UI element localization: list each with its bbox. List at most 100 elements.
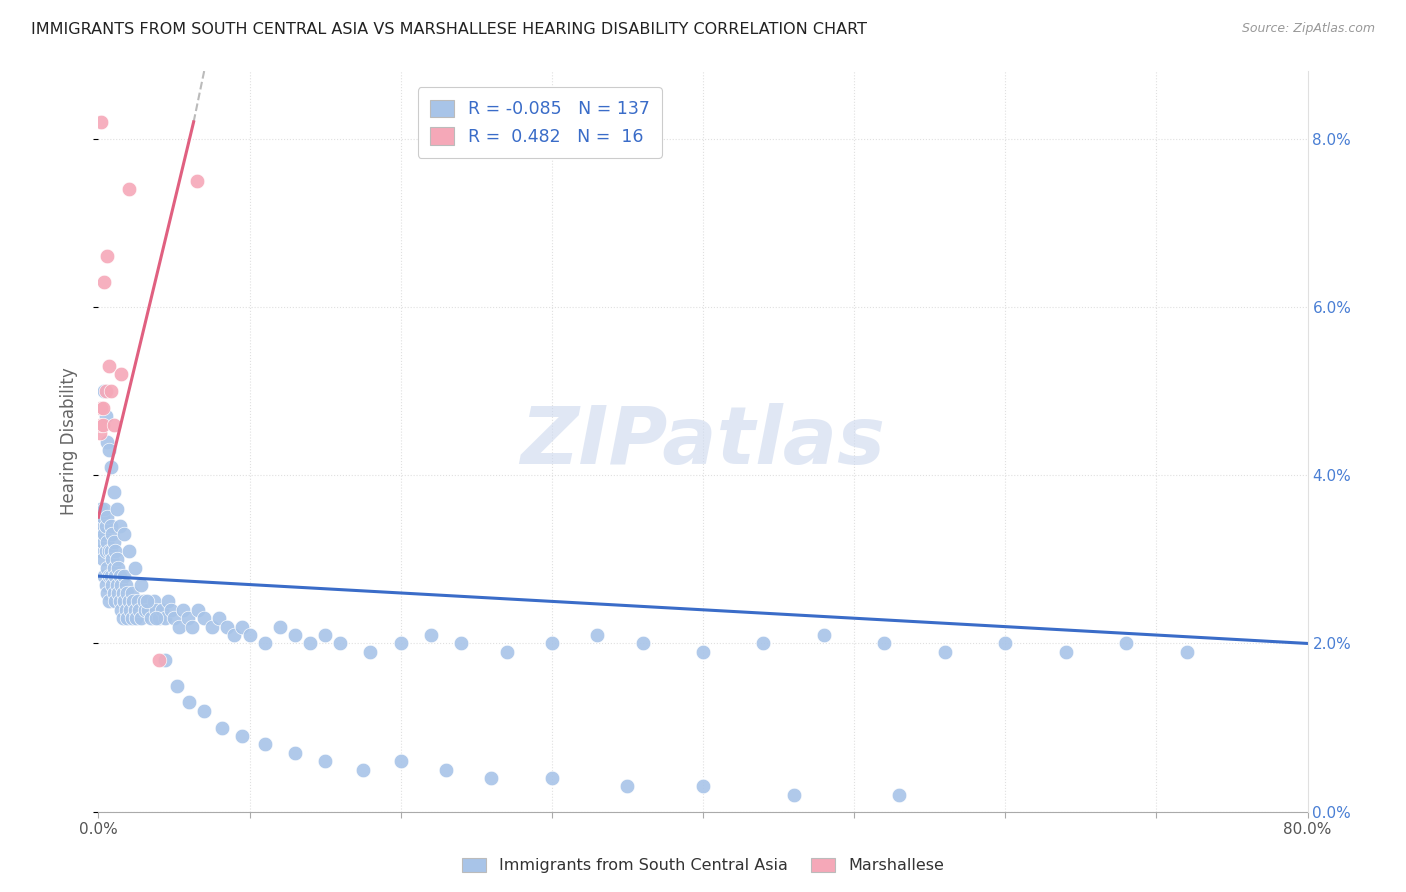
Point xyxy=(208,611,231,625)
Point xyxy=(98,359,121,373)
Point xyxy=(153,611,176,625)
Point xyxy=(389,754,412,768)
Point xyxy=(98,544,121,558)
Point xyxy=(148,653,170,667)
Point xyxy=(215,619,238,633)
Point xyxy=(873,636,896,650)
Point xyxy=(752,636,775,650)
Point xyxy=(89,426,111,441)
Point xyxy=(120,603,142,617)
Point xyxy=(105,577,128,591)
Point xyxy=(110,603,132,617)
Point xyxy=(90,401,112,415)
Point xyxy=(94,409,117,424)
Point xyxy=(141,611,163,625)
Point xyxy=(98,594,121,608)
Point xyxy=(143,594,166,608)
Point xyxy=(122,594,145,608)
Point xyxy=(124,603,146,617)
Point xyxy=(231,729,253,743)
Point xyxy=(692,780,714,794)
Point xyxy=(96,249,118,264)
Point xyxy=(93,527,115,541)
Point xyxy=(201,619,224,633)
Point xyxy=(284,628,307,642)
Point xyxy=(94,544,117,558)
Point xyxy=(253,636,276,650)
Point xyxy=(90,544,112,558)
Point xyxy=(299,636,322,650)
Point xyxy=(105,552,128,566)
Point xyxy=(96,535,118,549)
Point xyxy=(100,569,122,583)
Point xyxy=(91,510,114,524)
Point xyxy=(153,653,176,667)
Point xyxy=(193,704,215,718)
Point xyxy=(108,569,131,583)
Point xyxy=(96,560,118,574)
Point xyxy=(284,746,307,760)
Point xyxy=(193,611,215,625)
Point xyxy=(114,603,136,617)
Legend: R = -0.085   N = 137, R =  0.482   N =  16: R = -0.085 N = 137, R = 0.482 N = 16 xyxy=(418,87,662,158)
Point xyxy=(90,518,112,533)
Point xyxy=(889,788,911,802)
Point xyxy=(181,619,204,633)
Text: IMMIGRANTS FROM SOUTH CENTRAL ASIA VS MARSHALLESE HEARING DISABILITY CORRELATION: IMMIGRANTS FROM SOUTH CENTRAL ASIA VS MA… xyxy=(31,22,868,37)
Point xyxy=(112,527,135,541)
Point xyxy=(124,560,146,574)
Point xyxy=(104,544,127,558)
Point xyxy=(100,518,122,533)
Point xyxy=(94,384,117,398)
Point xyxy=(94,577,117,591)
Point xyxy=(101,552,124,566)
Point xyxy=(103,485,125,500)
Point xyxy=(136,603,159,617)
Point xyxy=(103,417,125,432)
Point xyxy=(166,679,188,693)
Point xyxy=(994,636,1017,650)
Point xyxy=(104,569,127,583)
Point xyxy=(100,544,122,558)
Point xyxy=(150,603,173,617)
Point xyxy=(91,401,114,415)
Point xyxy=(98,569,121,583)
Point xyxy=(111,586,134,600)
Point xyxy=(110,368,132,382)
Point xyxy=(540,771,562,785)
Point xyxy=(128,603,150,617)
Point xyxy=(98,442,121,457)
Point xyxy=(103,586,125,600)
Point xyxy=(813,628,835,642)
Point xyxy=(96,510,118,524)
Point xyxy=(114,577,136,591)
Legend: Immigrants from South Central Asia, Marshallese: Immigrants from South Central Asia, Mars… xyxy=(456,851,950,880)
Point xyxy=(110,577,132,591)
Point xyxy=(108,594,131,608)
Point xyxy=(167,619,190,633)
Point xyxy=(96,434,118,449)
Point xyxy=(172,603,194,617)
Point xyxy=(540,636,562,650)
Point xyxy=(103,535,125,549)
Point xyxy=(360,645,382,659)
Point xyxy=(115,586,138,600)
Point xyxy=(187,603,209,617)
Point xyxy=(163,611,186,625)
Point xyxy=(420,628,443,642)
Point xyxy=(112,594,135,608)
Point xyxy=(93,275,115,289)
Point xyxy=(145,603,167,617)
Point xyxy=(1115,636,1137,650)
Point xyxy=(389,636,412,650)
Point xyxy=(495,645,517,659)
Point xyxy=(160,603,183,617)
Point xyxy=(89,527,111,541)
Point xyxy=(586,628,609,642)
Point xyxy=(93,384,115,398)
Point xyxy=(1054,645,1077,659)
Point xyxy=(269,619,291,633)
Point xyxy=(179,695,201,709)
Point xyxy=(253,738,276,752)
Point xyxy=(90,417,112,432)
